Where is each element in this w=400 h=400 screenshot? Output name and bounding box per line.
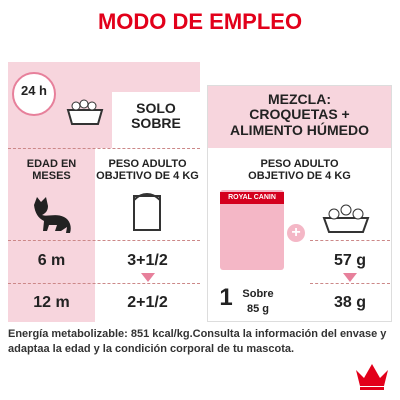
- text-line: ALIMENTO HÚMEDO: [230, 121, 369, 138]
- logo: [356, 364, 388, 390]
- amount: 3+1/2: [127, 252, 168, 269]
- table-white: [95, 148, 200, 322]
- clock-label: 24 h: [20, 83, 47, 98]
- right-header: MEZCLA: CROQUETAS + ALIMENTO HÚMEDO: [208, 91, 391, 138]
- solo-header: SOLO SOBRE: [112, 100, 200, 132]
- text-line: OBJETIVO DE 4 KG: [248, 170, 351, 183]
- divider: [8, 283, 200, 284]
- solo-box: [112, 92, 200, 148]
- age: 6 m: [37, 252, 66, 269]
- clock: [12, 72, 56, 116]
- text-line: OBJETIVO DE 4 KG: [96, 170, 199, 183]
- pouch-unit: Sobre: [242, 288, 274, 300]
- text-line: EDAD EN: [26, 158, 77, 170]
- col-header: EDAD EN MESES: [8, 158, 95, 182]
- text-line: Energía metabolizable: 851 kcal/kg.: [8, 328, 193, 340]
- pouch-brand: ROYAL CANIN: [220, 192, 284, 204]
- age: 12 m: [33, 294, 70, 311]
- text-line: Consulta la información del envase y ada…: [8, 328, 387, 355]
- divider: [310, 283, 390, 284]
- divider: [8, 240, 200, 241]
- plus: +: [287, 224, 305, 242]
- bowl: [66, 109, 104, 125]
- amount: 2+1/2: [127, 294, 168, 311]
- col-header: PESO ADULTO OBJETIVO DE 4 KG: [95, 158, 200, 182]
- arrow: [343, 273, 357, 282]
- divider: [310, 240, 390, 241]
- text-line: CROQUETAS +: [249, 106, 350, 123]
- text-line: MESES: [32, 170, 71, 183]
- text-line: a la edad y la condición corporal de tu …: [43, 343, 295, 355]
- title: MODO DE EMPLEO: [97, 9, 303, 34]
- pouch-outline: [133, 193, 161, 231]
- cat-icon: [34, 197, 71, 233]
- right-subheader: PESO ADULTO OBJETIVO DE 4 KG: [208, 158, 391, 182]
- dry-amount: 57 g: [333, 252, 366, 269]
- text-line: SOLO: [136, 100, 176, 116]
- arrow: [141, 273, 155, 282]
- text-line: PESO ADULTO: [108, 158, 187, 170]
- dry-amount: 38 g: [333, 294, 366, 311]
- pouch-weight: 85 g: [246, 303, 269, 315]
- text-line: MEZCLA:: [268, 91, 331, 107]
- clock-bowl-icon: [12, 72, 104, 125]
- pouch-count: 1: [219, 284, 233, 311]
- bowl-icon: [322, 204, 370, 233]
- divider: [8, 148, 200, 149]
- notes: Energía metabolizable: 851 kcal/kg.Consu…: [8, 327, 400, 357]
- right-header-bg: [208, 86, 391, 148]
- text-line: PESO ADULTO: [260, 158, 339, 170]
- text-line: SOBRE: [131, 115, 181, 132]
